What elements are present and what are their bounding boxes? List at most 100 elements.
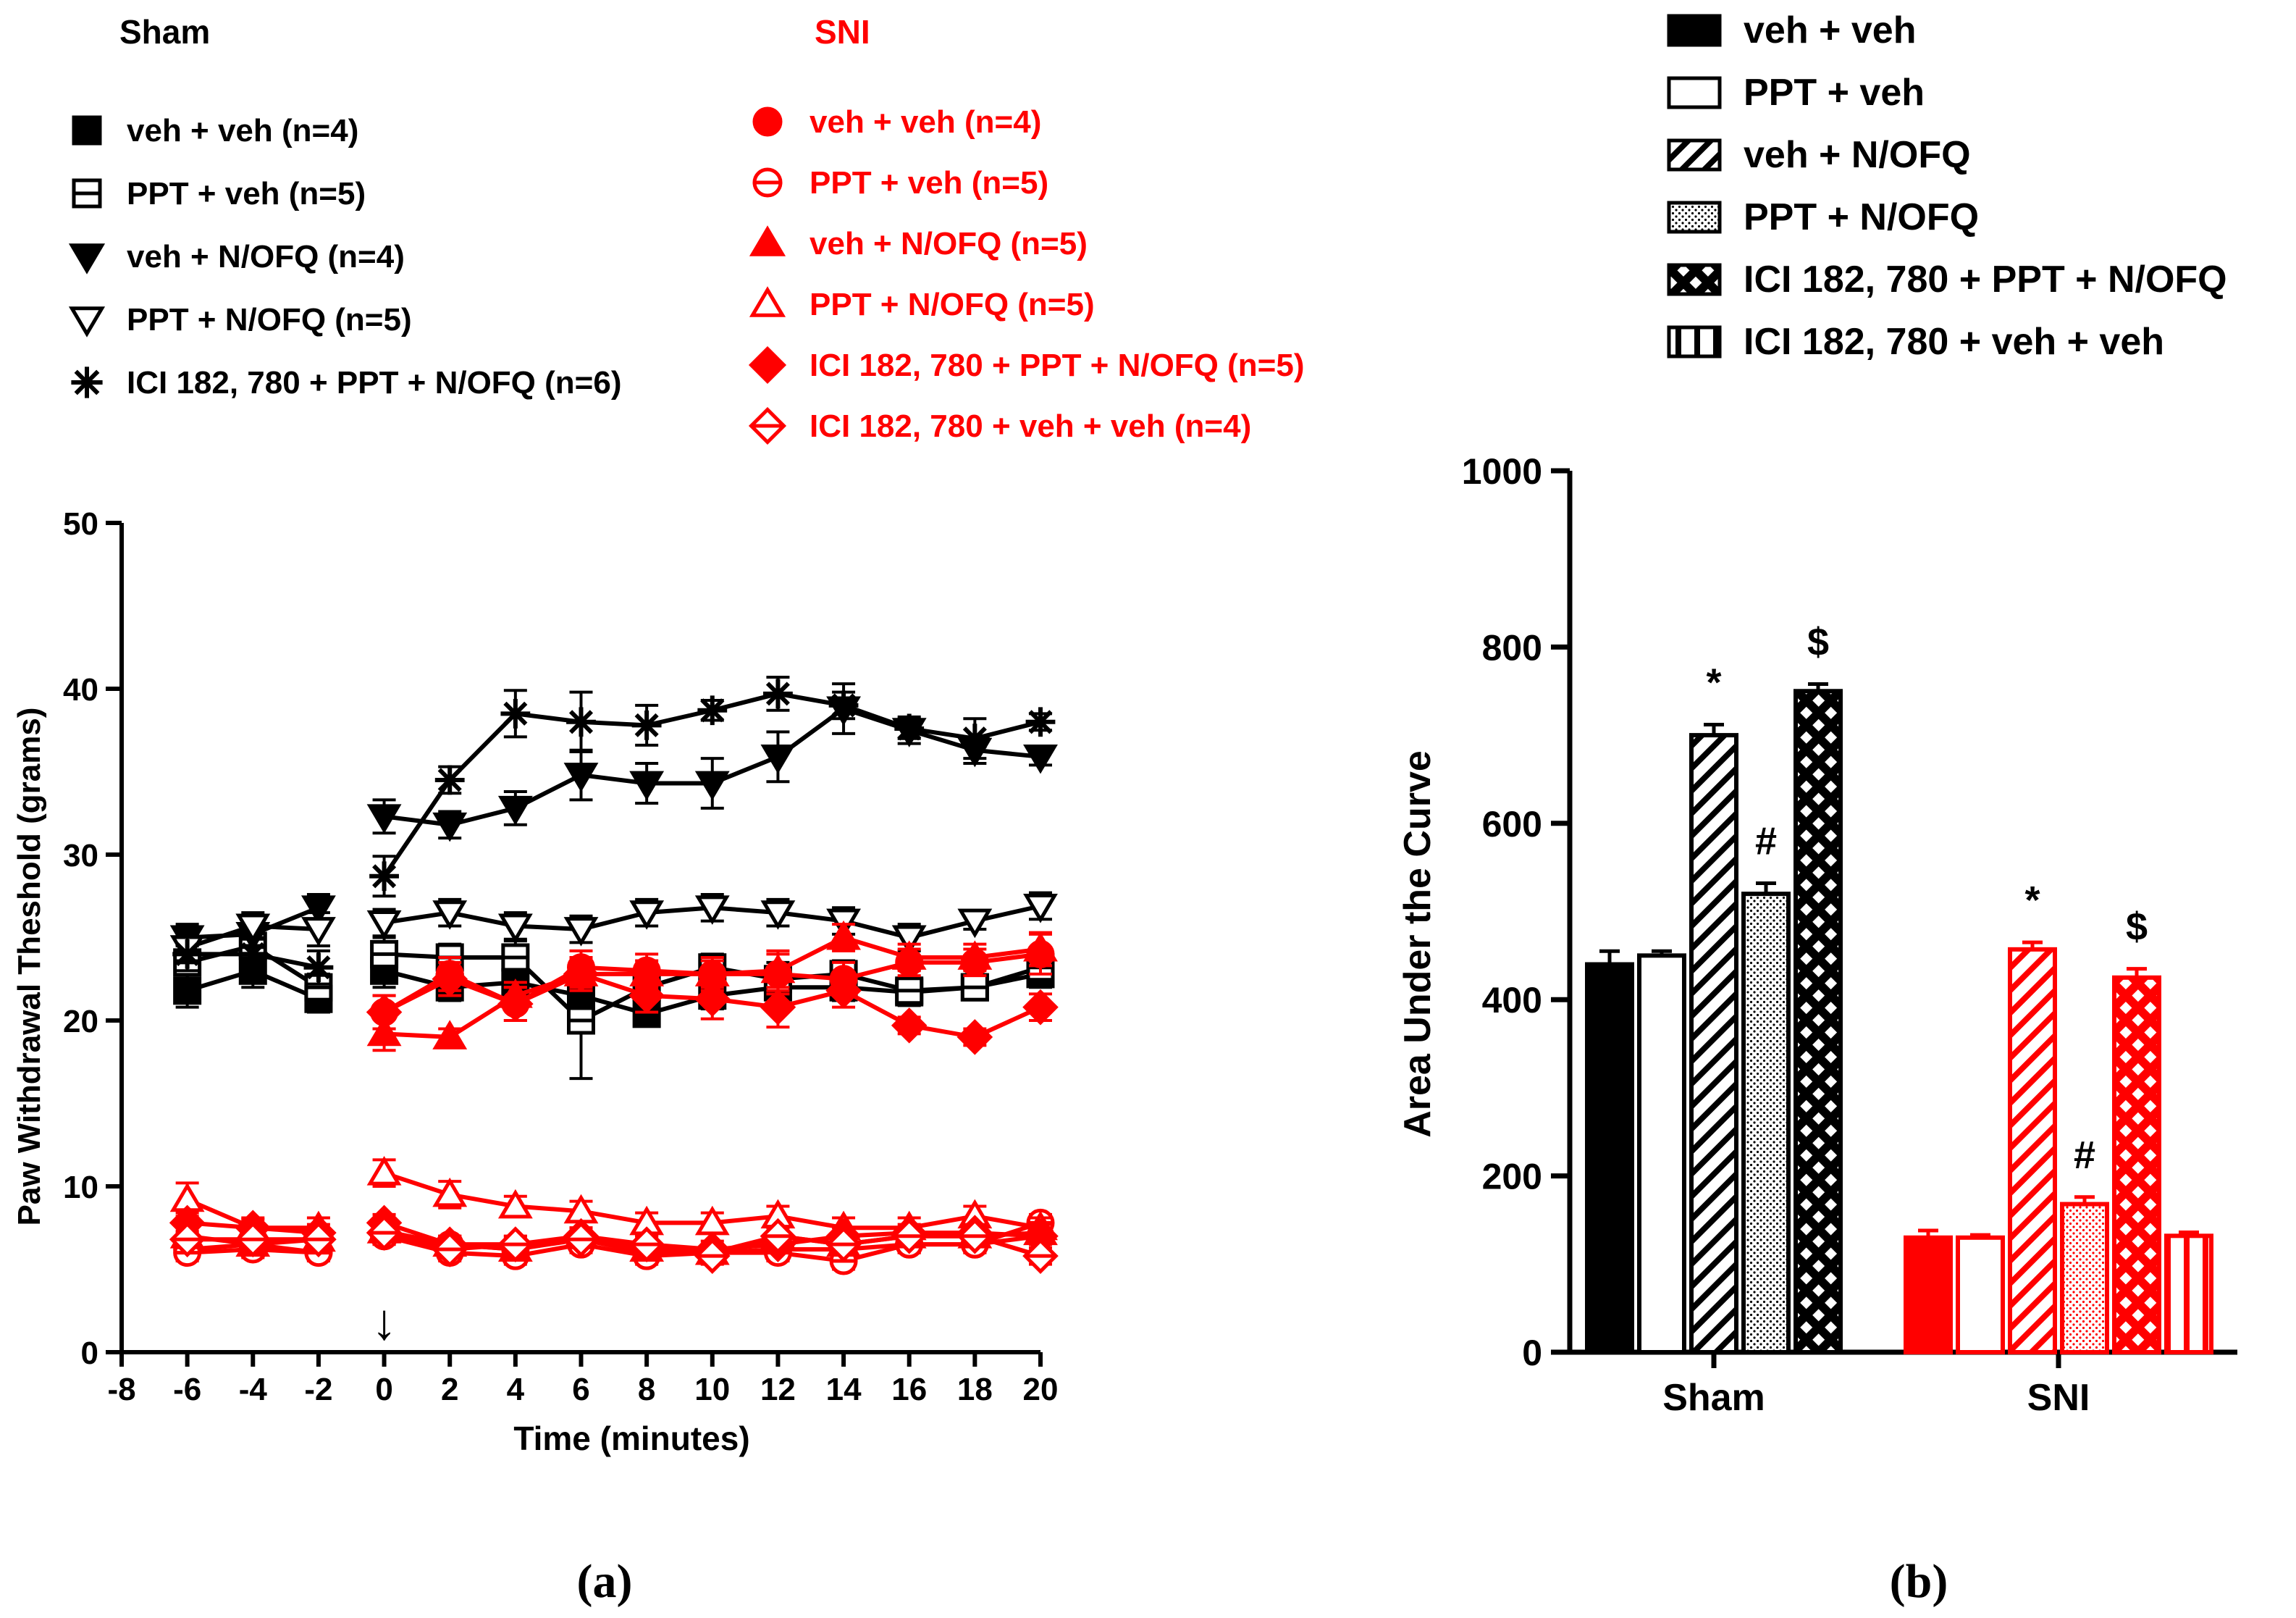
data-point xyxy=(1023,894,1058,923)
data-point xyxy=(434,765,465,795)
data-point xyxy=(1023,744,1058,774)
data-point xyxy=(497,795,533,826)
legend-b-swatch-crosshatch xyxy=(1667,263,1722,296)
marker-triangle-down xyxy=(68,243,106,274)
series-4 xyxy=(172,675,1056,986)
data-point xyxy=(891,1007,928,1044)
marker-asterisk-stroke xyxy=(765,682,790,706)
chart-a-x-tick-label: 4 xyxy=(507,1372,525,1407)
data-point xyxy=(694,1238,731,1274)
panel-label-b: (b) xyxy=(1890,1555,1948,1608)
legend-b-swatch-vertical-stripes xyxy=(1667,325,1722,359)
series-8 xyxy=(169,1156,1058,1241)
marker-diamond xyxy=(694,981,731,1018)
data-point xyxy=(432,1020,468,1049)
data-point xyxy=(300,1221,337,1258)
data-point xyxy=(366,1215,403,1251)
data-point xyxy=(497,986,534,1022)
marker-triangle-down xyxy=(957,908,993,939)
data-point xyxy=(169,1221,206,1258)
chart-a-x-tick-label: 14 xyxy=(826,1372,862,1407)
data-point xyxy=(694,981,731,1018)
chart-a-y-tick-label: 20 xyxy=(63,1004,98,1039)
open-down-triangle-icon xyxy=(68,306,106,338)
marker-diamond xyxy=(825,972,862,1009)
marker-triangle-down xyxy=(235,913,271,944)
legend-sham-label: veh + veh (n=4) xyxy=(127,113,358,148)
marker-asterisk-stroke xyxy=(372,864,397,889)
filled-square-icon xyxy=(72,115,102,146)
marker-triangle-down xyxy=(1023,894,1058,923)
legend-sni-label: veh + veh (n=4) xyxy=(810,104,1041,140)
series-12 xyxy=(366,920,1058,1052)
legend-b-label: PPT + N/OFQ xyxy=(1744,196,1979,238)
legend-b-swatch-open xyxy=(1667,76,1722,109)
data-point xyxy=(497,913,533,944)
data-point xyxy=(628,1226,665,1262)
marker-triangle-up xyxy=(366,1156,402,1186)
filled-diamond-icon xyxy=(748,345,787,385)
marker-asterisk-stroke xyxy=(437,768,462,792)
data-point xyxy=(1025,707,1056,737)
asterisk-icon xyxy=(71,366,103,398)
data-point xyxy=(500,698,531,729)
chart-a-x-tick-label: -2 xyxy=(304,1372,332,1407)
bar xyxy=(1637,953,1686,1354)
data-point xyxy=(891,940,927,970)
data-point xyxy=(563,956,600,992)
data-point xyxy=(563,763,599,792)
data-point xyxy=(432,1231,468,1267)
marker-asterisk-stroke xyxy=(175,942,200,966)
marker-triangle-down xyxy=(891,925,927,955)
bar xyxy=(1741,892,1791,1355)
legend-b-swatch-solid xyxy=(1667,14,1722,47)
data-point xyxy=(501,943,530,972)
data-point xyxy=(894,713,925,744)
marker-diamond xyxy=(1022,989,1059,1026)
marker-asterisk-stroke xyxy=(240,942,265,966)
legend-sni-label: ICI 182, 780 + veh + veh (n=4) xyxy=(810,408,1251,444)
chart-a-x-tick-label: 2 xyxy=(441,1372,458,1407)
legend-b-label: ICI 182, 780 + veh + veh xyxy=(1744,321,2164,363)
legend-sham-label: ICI 182, 780 + PPT + N/OFQ (n=6) xyxy=(127,365,621,401)
marker-triangle-up xyxy=(891,940,927,970)
marker-triangle-down xyxy=(760,744,796,774)
chart-a-x-tick-label: -4 xyxy=(239,1372,268,1407)
marker-triangle-up xyxy=(497,1189,533,1219)
marker-triangle-down xyxy=(301,917,336,947)
data-point xyxy=(370,939,399,968)
bar xyxy=(2008,947,2057,1355)
legend-sni-title: SNI xyxy=(815,13,870,51)
legend-sni-label: veh + N/OFQ (n=5) xyxy=(810,226,1088,261)
data-point xyxy=(304,973,333,1002)
chart-a-x-tick-label: 6 xyxy=(572,1372,589,1407)
data-point xyxy=(235,1221,272,1258)
legend-a: Sham SNI veh + veh (n=4)PPT + veh (n=5)v… xyxy=(68,13,1304,445)
chart-a-x-tick-label: 12 xyxy=(760,1372,796,1407)
legend-b: veh + veh PPT + veh veh + N/OFQ PPT + N/OFQ… xyxy=(1667,9,2227,363)
marker-diamond xyxy=(563,956,600,992)
data-point xyxy=(366,1016,402,1047)
data-point xyxy=(825,972,862,1009)
marker-circle xyxy=(752,106,783,137)
data-point xyxy=(563,1221,600,1258)
marker-asterisk-stroke xyxy=(700,698,725,723)
chart-a-y-tick-label: 0 xyxy=(81,1336,98,1371)
data-point xyxy=(895,976,924,1005)
marker-triangle-up xyxy=(749,286,786,317)
legend-sham-title: Sham xyxy=(119,13,210,51)
filled-down-triangle-icon xyxy=(68,243,106,274)
data-point xyxy=(1023,931,1058,962)
marker-triangle-up xyxy=(432,1177,468,1207)
injection-arrow: ↓ xyxy=(371,1294,397,1350)
chart-a-series xyxy=(169,675,1059,1275)
data-point xyxy=(760,1217,796,1254)
series-13 xyxy=(366,955,1059,1055)
marker-asterisk-stroke xyxy=(1028,710,1053,734)
data-point xyxy=(957,908,993,939)
bar xyxy=(1956,1235,2005,1355)
marker-asterisk-stroke xyxy=(634,713,659,737)
data-point xyxy=(960,973,989,1002)
chart-a-xlabel: Time (minutes) xyxy=(513,1420,749,1457)
chart-b-y-tick-label: 1000 xyxy=(1462,451,1542,492)
